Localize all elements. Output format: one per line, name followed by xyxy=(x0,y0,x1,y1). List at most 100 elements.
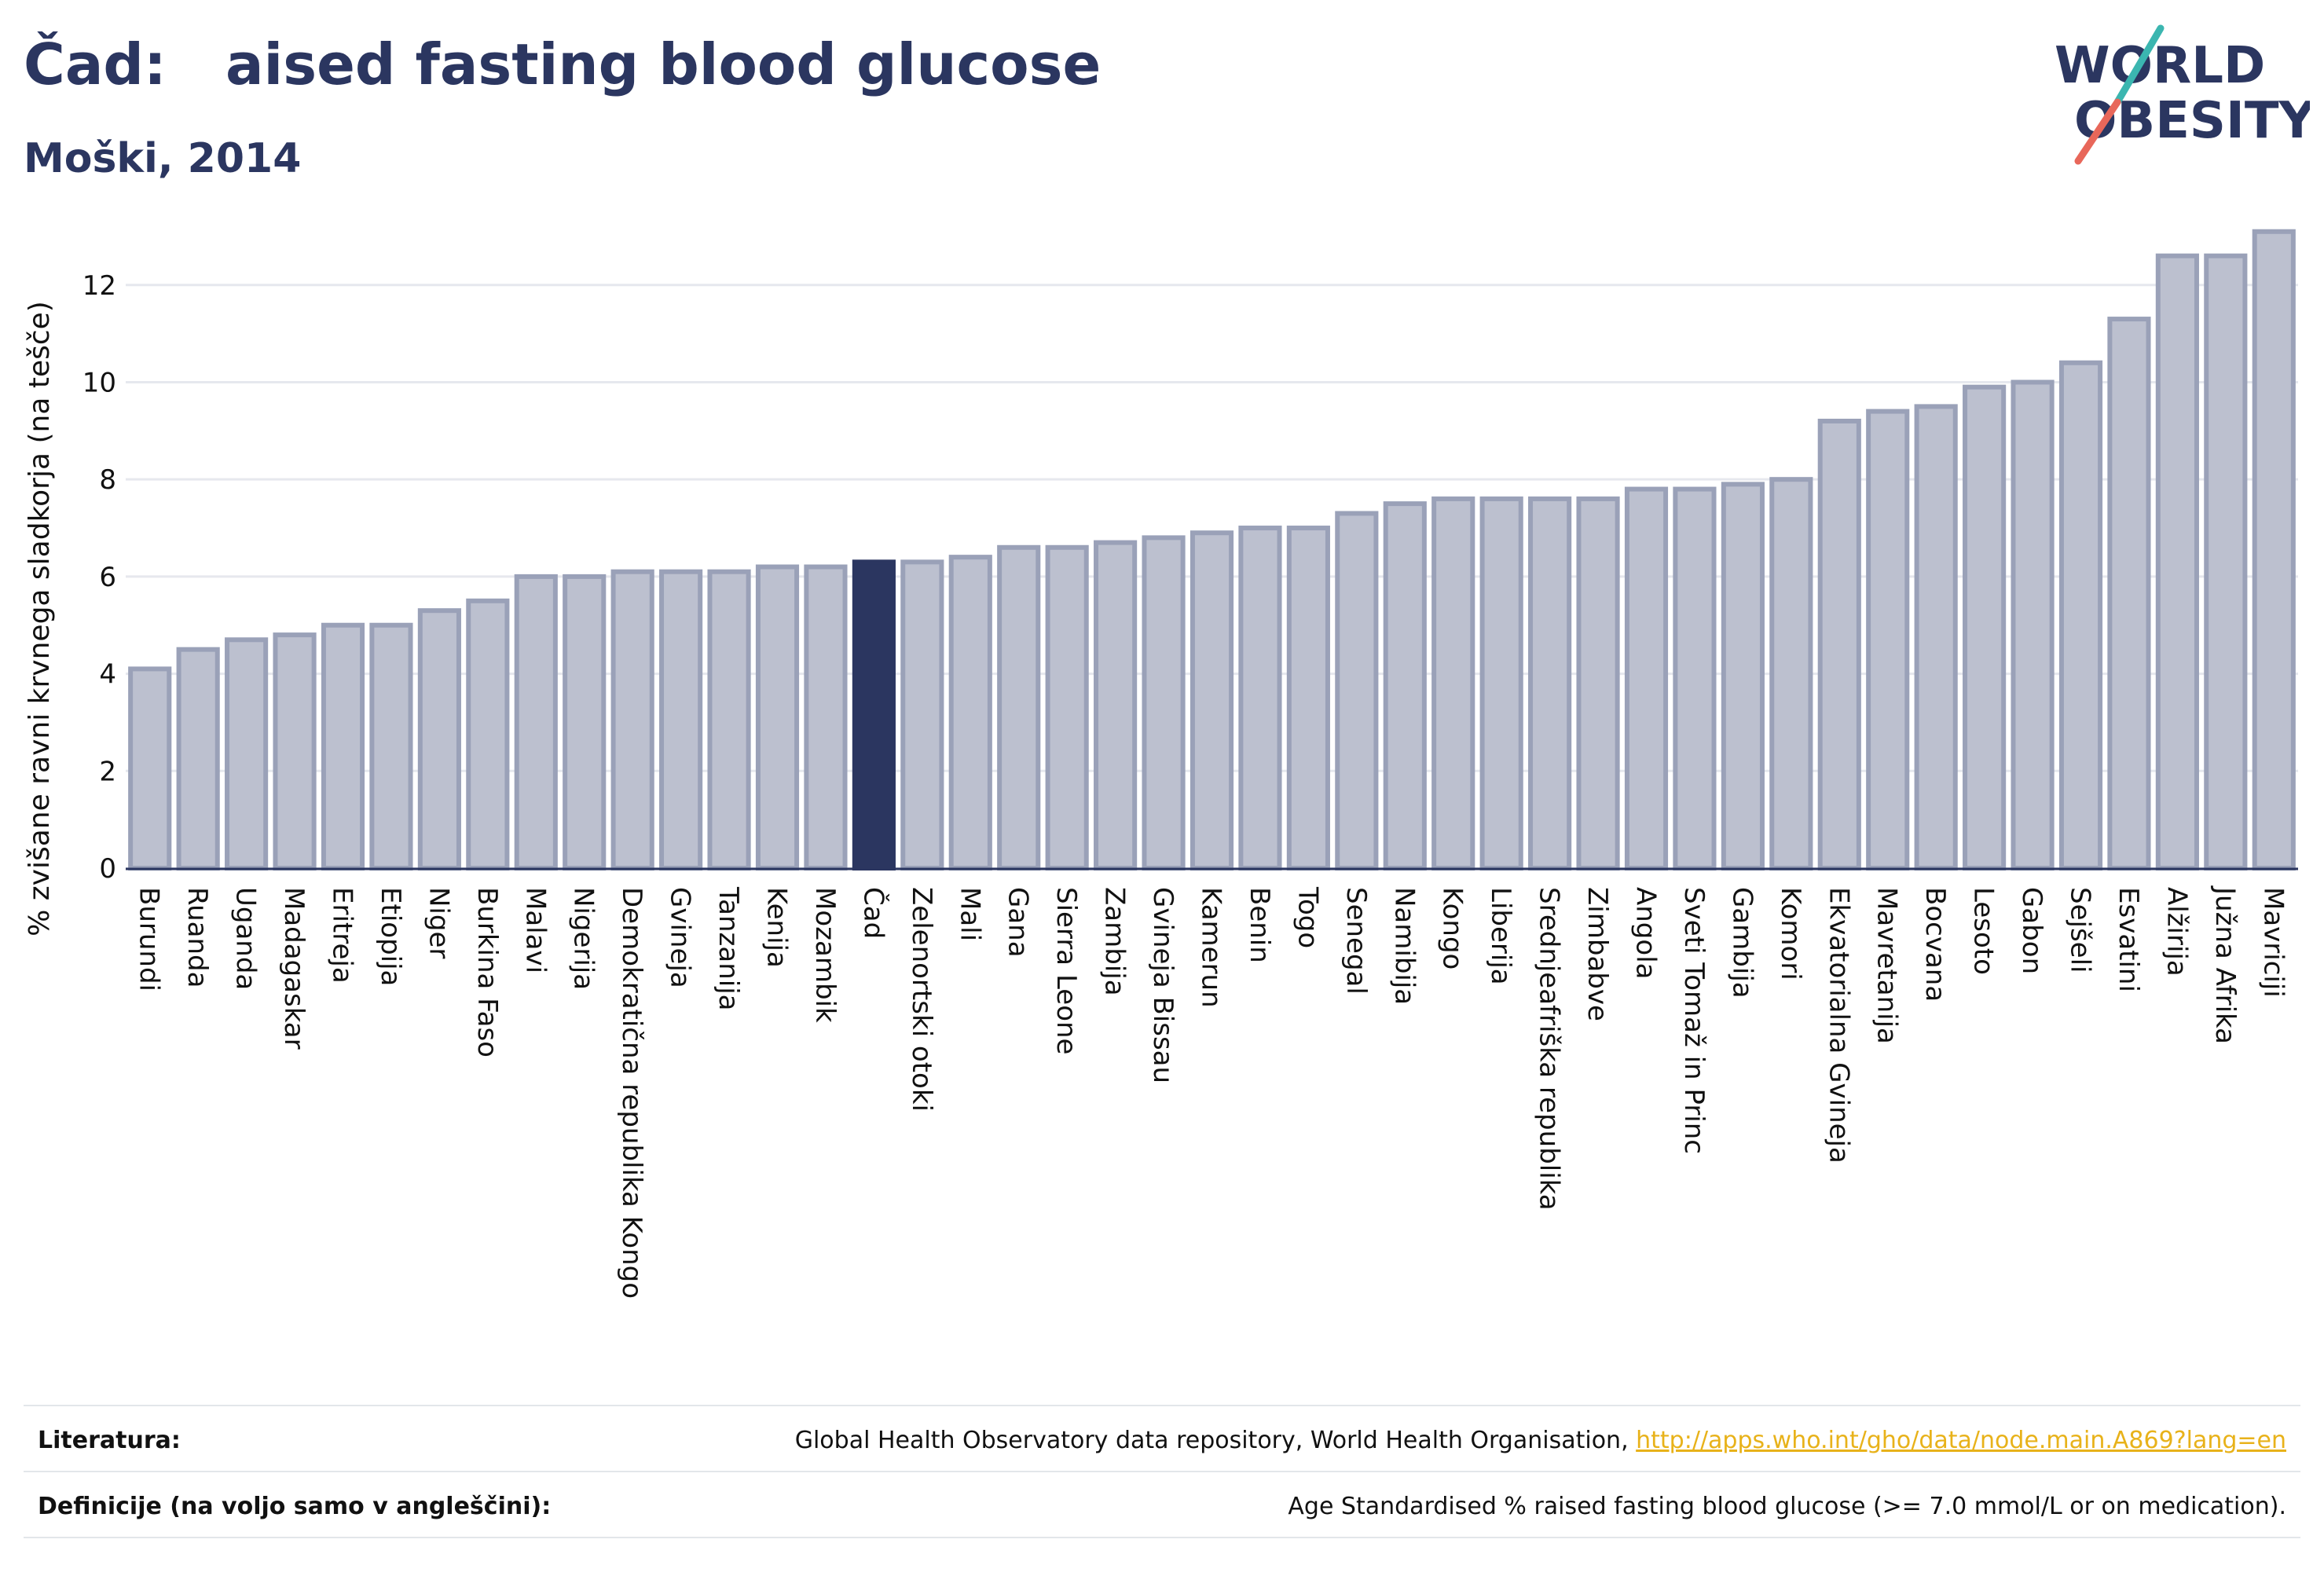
bar[interactable] xyxy=(1528,496,1572,870)
x-tick-label: Gvineja xyxy=(665,887,696,988)
bar[interactable] xyxy=(1479,496,1523,870)
x-tick-label: Tanzanija xyxy=(713,886,744,1010)
definitions-label: Definicije (na voljo samo v angleščini): xyxy=(38,1493,552,1520)
bar[interactable] xyxy=(1189,530,1234,870)
bar[interactable] xyxy=(1914,404,1958,870)
bar[interactable] xyxy=(948,555,992,870)
bar[interactable] xyxy=(2252,229,2296,871)
bar[interactable] xyxy=(1624,486,1669,870)
bar[interactable] xyxy=(514,574,558,871)
bar[interactable] xyxy=(707,569,751,870)
bar[interactable] xyxy=(128,666,172,870)
bar[interactable] xyxy=(2204,253,2248,870)
bar[interactable] xyxy=(659,569,703,870)
sources-text: Global Health Observatory data repositor… xyxy=(794,1427,1637,1454)
bar[interactable] xyxy=(2155,253,2199,870)
x-tick-label: Mavretanija xyxy=(1871,887,1903,1044)
x-tick-label: Ruanda xyxy=(181,887,213,988)
x-tick-label: Bocvana xyxy=(1919,887,1951,1002)
footer-divider xyxy=(24,1537,2300,1538)
x-tick-label: Južna Afrika xyxy=(2209,885,2241,1044)
x-tick-label: Malavi xyxy=(519,887,551,973)
bar[interactable] xyxy=(1576,496,1620,870)
definitions-row: Definicije (na voljo samo v angleščini):… xyxy=(24,1471,2300,1537)
bar[interactable] xyxy=(1431,496,1475,870)
x-tick-label: Togo xyxy=(1292,886,1323,948)
logo-slash-coral xyxy=(2074,98,2121,165)
bar[interactable] xyxy=(2058,360,2103,871)
bars xyxy=(128,229,2296,871)
bar[interactable] xyxy=(466,598,510,870)
x-tick-label: Mali xyxy=(954,887,985,941)
world-obesity-logo: WORLD OBESITY xyxy=(2055,24,2310,165)
bar[interactable] xyxy=(417,608,461,870)
y-tick-label: 12 xyxy=(82,270,116,302)
x-tick-label: Madagaskar xyxy=(278,887,310,1050)
bar[interactable] xyxy=(804,564,848,870)
bar-chart: 0 2 4 6 8 10 12 Burundi Ruanda Uganda Madagaskar E… xyxy=(24,229,2298,1299)
x-tick-label: Liberija xyxy=(1485,887,1516,985)
sources-value: Global Health Observatory data repositor… xyxy=(795,1427,2286,1454)
bar[interactable] xyxy=(1769,477,1813,870)
y-axis-ticks: 0 2 4 6 8 10 12 xyxy=(82,270,116,885)
x-axis-ticks: Burundi Ruanda Uganda Madagaskar Eritreja Eti… xyxy=(134,885,2289,1299)
bar[interactable] xyxy=(755,564,800,870)
x-tick-label: Gvineja Bissau xyxy=(1147,887,1178,1083)
bar[interactable] xyxy=(1866,409,1910,870)
bar-highlight[interactable] xyxy=(852,559,896,870)
x-tick-label: Kamerun xyxy=(1196,887,1227,1008)
y-tick-label: 6 xyxy=(99,562,116,593)
x-tick-label: Nigerija xyxy=(568,887,599,990)
bar[interactable] xyxy=(176,647,220,871)
bar[interactable] xyxy=(610,569,654,870)
y-tick-label: 8 xyxy=(99,464,116,496)
bar[interactable] xyxy=(2011,379,2055,870)
x-tick-label: Zelenortski otoki xyxy=(906,887,937,1112)
bar[interactable] xyxy=(321,622,365,870)
x-tick-label: Lesoto xyxy=(1968,887,2000,975)
x-tick-label: Sejšeli xyxy=(2065,887,2096,973)
y-tick-label: 4 xyxy=(99,659,116,691)
sources-link[interactable]: http://apps.who.int/gho/data/node.main.A… xyxy=(1636,1427,2286,1454)
bar[interactable] xyxy=(1142,535,1186,870)
x-tick-label: Gana xyxy=(1003,887,1034,958)
x-tick-label: Angola xyxy=(1630,887,1662,979)
bar[interactable] xyxy=(900,559,944,870)
bar[interactable] xyxy=(369,622,413,870)
bar[interactable] xyxy=(1094,540,1138,870)
logo-line2: OBESITY xyxy=(2074,92,2310,150)
x-tick-label: Mozambik xyxy=(809,887,841,1023)
x-tick-label: Sierra Leone xyxy=(1050,887,1082,1054)
bar[interactable] xyxy=(1286,526,1330,870)
bar[interactable] xyxy=(1673,486,1717,870)
bar[interactable] xyxy=(1238,526,1282,870)
x-tick-label: Sveti Tomaž in Princ xyxy=(1678,887,1710,1154)
logo-line1: WORLD xyxy=(2055,37,2265,95)
bar[interactable] xyxy=(1045,544,1089,870)
bar[interactable] xyxy=(1963,384,2007,870)
bar[interactable] xyxy=(2107,317,2151,870)
x-tick-label: Senegal xyxy=(1340,887,1372,995)
y-axis-label: % zvišane ravni krvnega sladkorja (na te… xyxy=(24,301,56,936)
y-tick-label: 0 xyxy=(99,853,116,885)
bar[interactable] xyxy=(1721,482,1765,870)
bar[interactable] xyxy=(997,544,1041,870)
x-tick-label: Uganda xyxy=(230,887,262,990)
bar[interactable] xyxy=(563,574,607,871)
x-tick-label: Burkina Faso xyxy=(471,887,503,1057)
x-tick-label: Kenija xyxy=(761,887,793,968)
bar[interactable] xyxy=(225,637,269,871)
x-tick-label: Ekvatorialna Gvineja xyxy=(1823,887,1854,1164)
x-tick-label: Eritreja xyxy=(327,887,358,984)
bar[interactable] xyxy=(1817,418,1861,870)
x-tick-label: Niger xyxy=(423,887,454,958)
x-tick-label: Gabon xyxy=(2016,887,2047,974)
bar[interactable] xyxy=(1335,511,1379,871)
bar[interactable] xyxy=(273,632,317,870)
x-tick-label: Demokratična republika Kongo xyxy=(616,887,647,1299)
y-tick-label: 2 xyxy=(99,756,116,787)
chart-subtitle: Moški, 2014 xyxy=(24,135,302,182)
bar[interactable] xyxy=(1383,501,1427,870)
sources-row: Literatura: Global Health Observatory da… xyxy=(24,1405,2300,1471)
x-tick-label: Komori xyxy=(1775,887,1806,980)
